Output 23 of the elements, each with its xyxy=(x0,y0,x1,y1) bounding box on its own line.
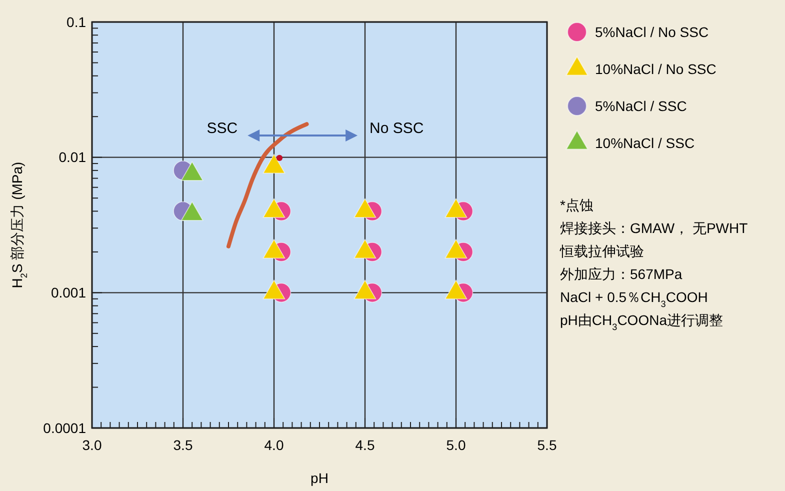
y-tick-label: 0.1 xyxy=(66,14,86,30)
x-tick-label: 4.0 xyxy=(264,437,284,453)
legend-label: 10%NaCl / SSC xyxy=(595,134,695,151)
text: 焊接接头：GMAW， 无PWHT xyxy=(560,220,748,236)
y-tick-label: 0.001 xyxy=(50,284,86,301)
x-tick-label: 3.0 xyxy=(82,437,102,453)
y-tick-label: 0.0001 xyxy=(43,420,86,436)
legend-label: 5%NaCl / SSC xyxy=(595,98,687,114)
x-tick-label: 4.5 xyxy=(355,437,375,453)
annotation: No SSC xyxy=(370,120,424,137)
x-tick-label: 5.0 xyxy=(446,437,466,453)
legend-label: 10%NaCl / No SSC xyxy=(595,60,716,77)
x-tick-label: 3.5 xyxy=(173,437,193,453)
x-axis-title: pH xyxy=(310,470,328,486)
y-tick-label: 0.01 xyxy=(58,149,86,166)
x-tick-label: 5.5 xyxy=(537,437,557,453)
text: 外加应力：567MPa xyxy=(560,266,682,282)
text: 恒载拉伸试验 xyxy=(559,243,644,259)
text: NaCl + 0.5％CH$_{3}$COOH xyxy=(560,289,708,309)
legend-label: 5%NaCl / No SSC xyxy=(595,24,709,40)
annotation: SSC xyxy=(206,120,238,137)
text: pH由CH$_{3}$COONa进行调整 xyxy=(560,312,723,332)
text: *点蚀 xyxy=(560,197,594,213)
